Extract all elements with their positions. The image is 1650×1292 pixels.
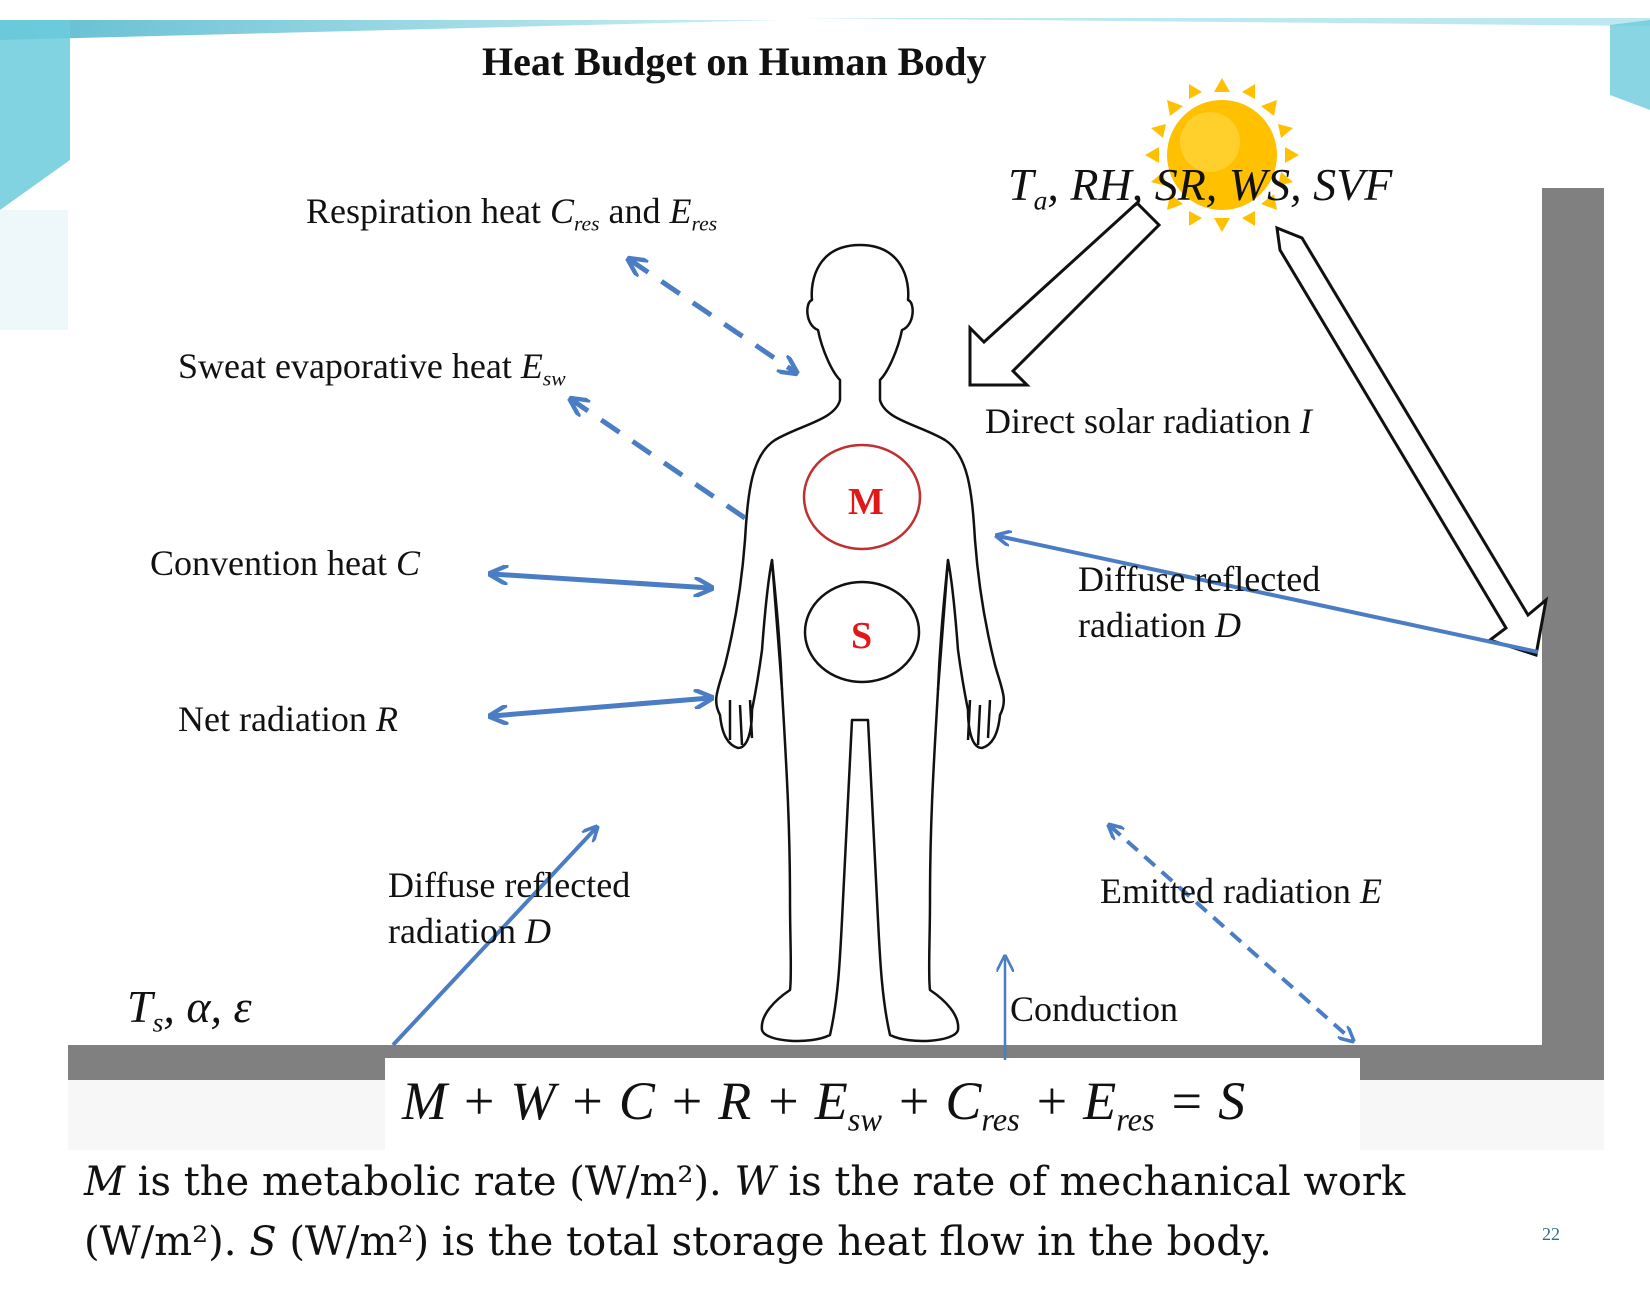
metabolic-circle xyxy=(802,443,922,551)
heat-budget-equation: M + W + C + R + Esw + Cres + Eres = S xyxy=(402,1071,1246,1139)
sun-icon xyxy=(1145,78,1299,232)
diffuse-wall-label: Diffuse reflected radiation D xyxy=(1078,559,1321,645)
emitted-arrow xyxy=(1110,826,1352,1040)
respiration-label: Respiration heat Cres and Eres xyxy=(306,191,718,236)
diffuse-ground-label: Diffuse reflected radiation D xyxy=(388,865,631,951)
convection-arrow xyxy=(492,574,710,588)
equation-box xyxy=(385,1058,1360,1158)
metabolic-label: M xyxy=(848,481,884,523)
convection-label: Convention heat C xyxy=(150,543,420,583)
emitted-label: Emitted radiation E xyxy=(1100,871,1382,911)
direct-solar-arrow xyxy=(968,200,1162,387)
sweat-label: Sweat evaporative heat Esw xyxy=(178,346,566,391)
decorative-swoosh xyxy=(0,18,1650,330)
storage-circle xyxy=(803,580,921,684)
diffuse-wall-arrow xyxy=(998,536,1539,654)
wall xyxy=(1542,188,1604,1048)
sweat-arrow xyxy=(572,400,747,521)
page-title: Heat Budget on Human Body xyxy=(482,39,987,84)
net-radiation-label: Net radiation R xyxy=(178,699,398,739)
atmosphere-variables: Ta, RH, SR, WS, SVF xyxy=(1008,159,1393,216)
respiration-arrow xyxy=(630,260,795,372)
flux-arrows xyxy=(391,260,1539,1060)
wall-solar-arrow xyxy=(1275,225,1549,657)
diffuse-ground-arrow xyxy=(391,828,596,1047)
net-radiation-arrow xyxy=(492,698,710,716)
surface-variables: Ts, α, ε xyxy=(127,981,252,1038)
human-body-outline xyxy=(714,243,1006,1043)
direct-solar-label: Direct solar radiation I xyxy=(985,401,1312,441)
storage-label: S xyxy=(851,615,873,657)
caption-text: M is the metabolic rate (W/m²). W is the… xyxy=(84,1159,1406,1265)
page-number: 22 xyxy=(1542,1224,1560,1244)
conduction-label: Conduction xyxy=(1010,989,1178,1029)
